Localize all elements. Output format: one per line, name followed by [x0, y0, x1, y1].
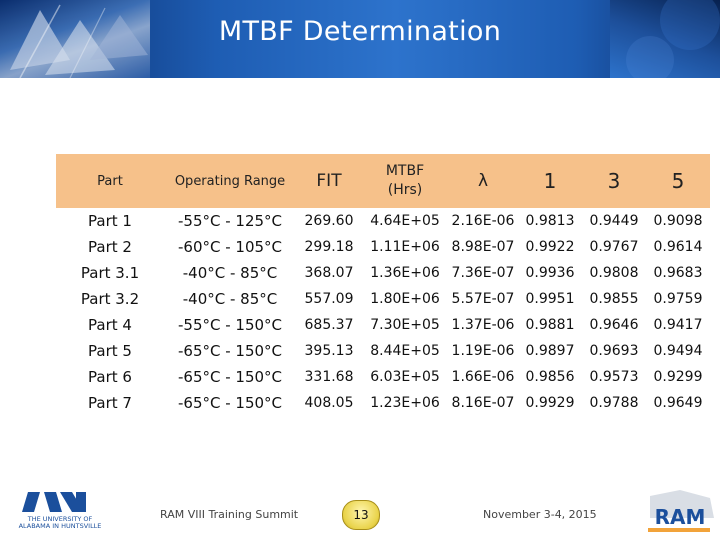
- cell-year-1: 0.9897: [525, 343, 575, 359]
- cell-year-5: 0.9417: [653, 317, 703, 333]
- cell-year-5: 0.9494: [653, 343, 703, 359]
- table-row: Part 4 -55°C - 150°C 685.37 7.30E+05 1.37E-0…: [56, 312, 710, 338]
- cell-part: Part 7: [88, 394, 132, 412]
- cell-year-1: 0.9922: [525, 239, 575, 255]
- cell-part: Part 5: [88, 342, 132, 360]
- header-mtbf-line1: MTBF: [385, 163, 425, 179]
- decorative-pattern: [610, 0, 720, 84]
- cell-mtbf: 7.30E+05: [370, 317, 440, 333]
- cell-year-3: 0.9646: [589, 317, 639, 333]
- table-row: Part 3.1 -40°C - 85°C 368.07 1.36E+06 7.36E-…: [56, 260, 710, 286]
- cell-year-1: 0.9929: [525, 395, 575, 411]
- cell-fit: 299.18: [304, 239, 354, 255]
- cell-operating-range: -65°C - 150°C: [177, 368, 283, 386]
- event-date: November 3-4, 2015: [483, 508, 597, 521]
- table-row: Part 1 -55°C - 125°C 269.60 4.64E+05 2.16E-0…: [56, 208, 710, 234]
- cell-fit: 269.60: [304, 213, 354, 229]
- cell-lambda: 8.16E-07: [451, 395, 515, 411]
- cell-operating-range: -55°C - 125°C: [177, 212, 283, 230]
- cell-fit: 557.09: [304, 291, 354, 307]
- cell-year-5: 0.9759: [653, 291, 703, 307]
- cell-fit: 368.07: [304, 265, 354, 281]
- ram-logo-text: RAM: [655, 505, 706, 529]
- table-row: Part 7 -65°C - 150°C 408.05 1.23E+06 8.16E-0…: [56, 390, 710, 416]
- cell-mtbf: 1.36E+06: [370, 265, 440, 281]
- header-part: Part: [56, 154, 164, 208]
- cell-fit: 408.05: [304, 395, 354, 411]
- cell-year-5: 0.9683: [653, 265, 703, 281]
- header-operating-range: Operating Range: [164, 154, 296, 208]
- cell-mtbf: 8.44E+05: [370, 343, 440, 359]
- cell-operating-range: -65°C - 150°C: [177, 394, 283, 412]
- cell-operating-range: -65°C - 150°C: [177, 342, 283, 360]
- header-year-1: 1: [518, 154, 582, 208]
- building-image: [0, 0, 150, 78]
- uah-logo: THE UNIVERSITY OF ALABAMA IN HUNTSVILLE: [10, 490, 110, 530]
- cell-year-3: 0.9808: [589, 265, 639, 281]
- cell-year-5: 0.9098: [653, 213, 703, 229]
- cell-mtbf: 1.80E+06: [370, 291, 440, 307]
- header-mtbf-line2: (Hrs): [387, 182, 423, 198]
- cell-year-1: 0.9936: [525, 265, 575, 281]
- event-name: RAM VIII Training Summit: [160, 508, 299, 521]
- cell-year-1: 0.9881: [525, 317, 575, 333]
- cell-part: Part 4: [88, 316, 132, 334]
- cell-part: Part 6: [88, 368, 132, 386]
- mtbf-table: Part Operating Range FIT MTBF (Hrs) λ 1 …: [56, 154, 710, 416]
- header-year-3: 3: [582, 154, 646, 208]
- cell-year-1: 0.9951: [525, 291, 575, 307]
- cell-lambda: 1.37E-06: [451, 317, 515, 333]
- uah-logo-line2: ALABAMA IN HUNTSVILLE: [19, 522, 102, 530]
- cell-year-3: 0.9449: [589, 213, 639, 229]
- ram-logo: RAM: [640, 488, 718, 536]
- cell-operating-range: -55°C - 150°C: [177, 316, 283, 334]
- cell-lambda: 8.98E-07: [451, 239, 515, 255]
- cell-operating-range: -40°C - 85°C: [182, 290, 278, 308]
- header-mtbf: MTBF (Hrs): [362, 154, 448, 208]
- cell-mtbf: 6.03E+05: [370, 369, 440, 385]
- cell-mtbf: 4.64E+05: [370, 213, 440, 229]
- cell-lambda: 2.16E-06: [451, 213, 515, 229]
- page-number: 13: [342, 500, 380, 530]
- cell-year-5: 0.9299: [653, 369, 703, 385]
- cell-lambda: 5.57E-07: [451, 291, 515, 307]
- cell-year-3: 0.9788: [589, 395, 639, 411]
- cell-part: Part 3.2: [80, 290, 140, 308]
- cell-year-1: 0.9856: [525, 369, 575, 385]
- cell-lambda: 1.19E-06: [451, 343, 515, 359]
- cell-fit: 395.13: [304, 343, 354, 359]
- cell-operating-range: -60°C - 105°C: [177, 238, 283, 256]
- table-header-row: Part Operating Range FIT MTBF (Hrs) λ 1 …: [56, 154, 710, 208]
- slide-title: MTBF Determination: [218, 16, 502, 47]
- cell-part: Part 1: [88, 212, 132, 230]
- table-row: Part 6 -65°C - 150°C 331.68 6.03E+05 1.66E-0…: [56, 364, 710, 390]
- cell-operating-range: -40°C - 85°C: [182, 264, 278, 282]
- cell-mtbf: 1.23E+06: [370, 395, 440, 411]
- cell-fit: 331.68: [304, 369, 354, 385]
- table-row: Part 2 -60°C - 105°C 299.18 1.11E+06 8.98E-0…: [56, 234, 710, 260]
- cell-lambda: 1.66E-06: [451, 369, 515, 385]
- header-lambda: λ: [448, 154, 518, 208]
- cell-year-5: 0.9649: [653, 395, 703, 411]
- cell-year-1: 0.9813: [525, 213, 575, 229]
- cell-part: Part 3.1: [80, 264, 140, 282]
- header-fit: FIT: [296, 154, 362, 208]
- table-row: Part 5 -65°C - 150°C 395.13 8.44E+05 1.19E-0…: [56, 338, 710, 364]
- cell-fit: 685.37: [304, 317, 354, 333]
- cell-lambda: 7.36E-07: [451, 265, 515, 281]
- cell-year-3: 0.9693: [589, 343, 639, 359]
- cell-mtbf: 1.11E+06: [370, 239, 440, 255]
- table-row: Part 3.2 -40°C - 85°C 557.09 1.80E+06 5.57E-…: [56, 286, 710, 312]
- cell-year-3: 0.9855: [589, 291, 639, 307]
- header-year-5: 5: [646, 154, 710, 208]
- uah-logo-line1: THE UNIVERSITY OF: [27, 515, 93, 523]
- title-banner: MTBF Determination: [0, 0, 720, 84]
- cell-year-5: 0.9614: [653, 239, 703, 255]
- cell-part: Part 2: [88, 238, 132, 256]
- cell-year-3: 0.9767: [589, 239, 639, 255]
- cell-year-3: 0.9573: [589, 369, 639, 385]
